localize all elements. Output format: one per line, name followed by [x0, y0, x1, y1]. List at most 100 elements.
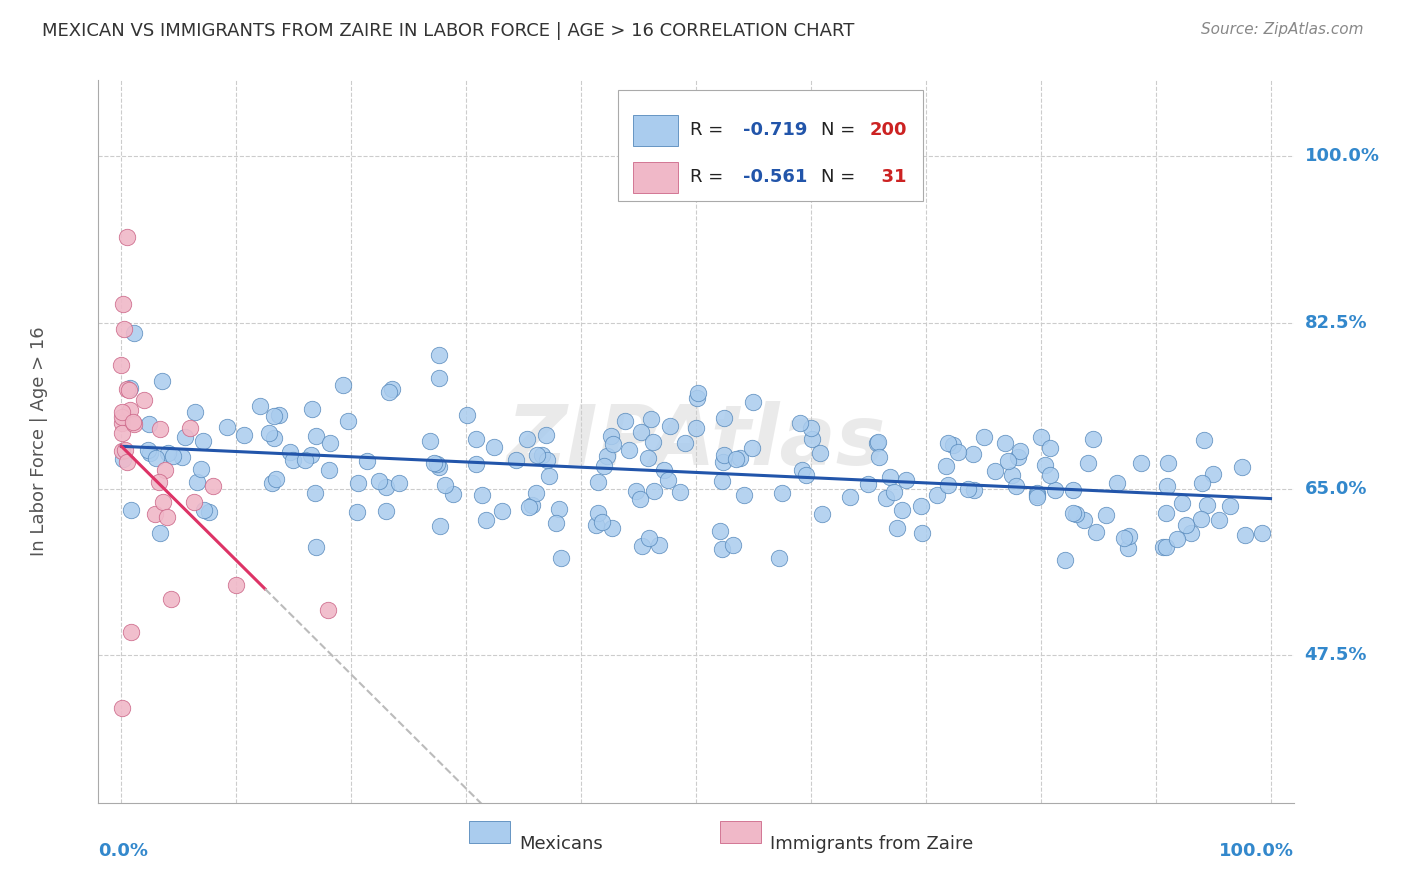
- Point: [710, 542, 733, 557]
- Point: [118, 381, 141, 395]
- Point: [879, 469, 901, 483]
- Point: [643, 434, 665, 449]
- Point: [120, 624, 142, 639]
- Point: [652, 463, 675, 477]
- Point: [984, 464, 1007, 478]
- Point: [733, 488, 755, 502]
- Point: [668, 485, 690, 500]
- Point: [375, 480, 398, 494]
- Text: R =: R =: [690, 169, 728, 186]
- Point: [1116, 541, 1139, 555]
- Point: [548, 502, 571, 516]
- Point: [427, 371, 450, 385]
- Point: [894, 474, 917, 488]
- Point: [118, 403, 141, 417]
- Point: [149, 525, 172, 540]
- Point: [263, 431, 285, 445]
- Point: [550, 550, 572, 565]
- Point: [659, 418, 682, 433]
- Point: [600, 521, 623, 535]
- Point: [381, 382, 404, 396]
- Point: [936, 436, 959, 450]
- Point: [183, 405, 205, 419]
- Point: [586, 475, 609, 489]
- Point: [723, 538, 745, 552]
- Point: [159, 591, 181, 606]
- Point: [657, 474, 679, 488]
- Point: [1077, 456, 1099, 470]
- FancyBboxPatch shape: [633, 162, 678, 193]
- Point: [111, 416, 134, 430]
- Text: 82.5%: 82.5%: [1305, 314, 1367, 332]
- Point: [456, 409, 478, 423]
- Point: [517, 500, 540, 515]
- Point: [1064, 507, 1087, 521]
- Point: [728, 450, 751, 465]
- Point: [257, 425, 280, 440]
- Point: [1202, 467, 1225, 481]
- Point: [347, 475, 370, 490]
- Point: [427, 348, 450, 362]
- Point: [1154, 506, 1177, 520]
- Point: [1166, 532, 1188, 546]
- Point: [1230, 459, 1253, 474]
- Point: [637, 451, 659, 466]
- Point: [263, 409, 285, 423]
- Point: [1234, 527, 1257, 541]
- Point: [193, 503, 215, 517]
- Point: [1031, 430, 1053, 444]
- Point: [294, 453, 316, 467]
- Point: [1007, 450, 1029, 464]
- Point: [122, 416, 145, 430]
- Point: [157, 446, 180, 460]
- Point: [725, 451, 748, 466]
- Point: [111, 409, 134, 424]
- Text: -0.719: -0.719: [742, 121, 807, 139]
- Point: [225, 578, 247, 592]
- Text: 47.5%: 47.5%: [1305, 647, 1367, 665]
- Point: [120, 503, 142, 517]
- Point: [145, 450, 167, 465]
- Point: [1054, 552, 1077, 566]
- Point: [427, 460, 450, 475]
- Text: Mexicans: Mexicans: [519, 835, 603, 853]
- Point: [1095, 508, 1118, 522]
- Text: Source: ZipAtlas.com: Source: ZipAtlas.com: [1201, 22, 1364, 37]
- Point: [794, 467, 817, 482]
- Point: [1154, 541, 1177, 555]
- Point: [162, 449, 184, 463]
- Text: 100.0%: 100.0%: [1305, 147, 1379, 165]
- Point: [530, 448, 553, 462]
- Point: [946, 445, 969, 459]
- Point: [112, 321, 135, 335]
- Point: [1004, 479, 1026, 493]
- Point: [111, 426, 134, 441]
- Point: [1130, 456, 1153, 470]
- Point: [792, 463, 814, 477]
- Point: [388, 476, 411, 491]
- Point: [153, 463, 176, 477]
- Point: [686, 391, 709, 405]
- FancyBboxPatch shape: [619, 90, 922, 201]
- Point: [520, 498, 543, 512]
- Point: [1191, 476, 1213, 491]
- FancyBboxPatch shape: [470, 821, 509, 843]
- Point: [280, 444, 302, 458]
- Point: [711, 474, 734, 488]
- Point: [190, 461, 212, 475]
- Point: [337, 414, 360, 428]
- Point: [367, 474, 389, 488]
- Point: [1219, 499, 1241, 513]
- Point: [630, 539, 652, 553]
- Point: [643, 484, 665, 499]
- Point: [505, 453, 527, 467]
- Point: [685, 421, 707, 435]
- Point: [1118, 529, 1140, 543]
- Point: [122, 417, 145, 432]
- Text: N =: N =: [821, 121, 862, 139]
- Text: ZIPAtlas: ZIPAtlas: [506, 401, 886, 482]
- Point: [471, 488, 494, 502]
- Text: 100.0%: 100.0%: [1219, 842, 1294, 860]
- Point: [305, 429, 328, 443]
- Point: [648, 538, 671, 552]
